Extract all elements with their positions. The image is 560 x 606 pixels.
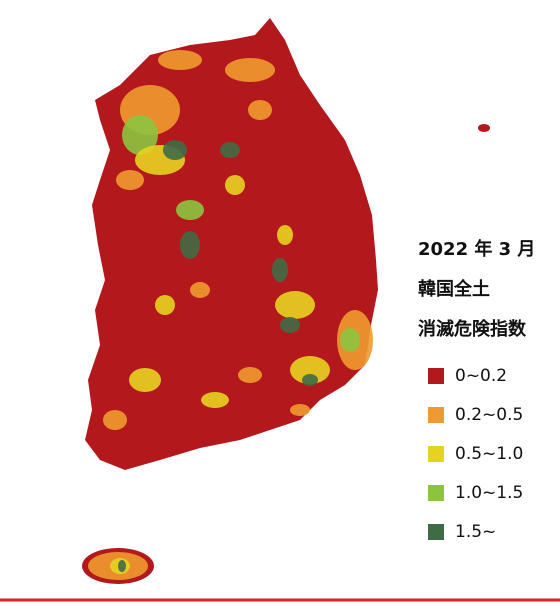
legend-swatch — [428, 407, 444, 423]
region-patch — [176, 200, 204, 220]
legend-swatch — [428, 485, 444, 501]
region-patch — [340, 328, 360, 352]
region-patch — [201, 392, 229, 408]
legend-label: 0.2~0.5 — [455, 405, 523, 425]
legend-swatch — [428, 368, 444, 384]
region-patch — [129, 368, 161, 392]
legend-label: 0~0.2 — [455, 366, 507, 386]
legend-swatch — [428, 524, 444, 540]
region-patch — [116, 170, 144, 190]
region-patch — [277, 225, 293, 245]
region-patch — [190, 282, 210, 298]
islet — [478, 124, 490, 132]
region-patch — [272, 258, 288, 282]
title-line: 韓国全土 — [418, 278, 490, 300]
region-patch — [238, 367, 262, 383]
region-patch — [290, 404, 310, 416]
map-regions — [88, 50, 373, 580]
region-patch — [275, 291, 315, 319]
region-patch — [158, 50, 202, 70]
region-patch — [118, 560, 126, 572]
legend-label: 1.5~ — [455, 522, 496, 542]
legend: 0~0.2 0.2~0.5 0.5~1.0 1.0~1.5 1.5~ — [428, 366, 523, 542]
region-patch — [225, 175, 245, 195]
legend-label: 0.5~1.0 — [455, 444, 523, 464]
region-patch — [280, 317, 300, 333]
region-patch — [302, 374, 318, 386]
region-patch — [220, 142, 240, 158]
legend-label: 1.0~1.5 — [455, 483, 523, 503]
region-patch — [290, 356, 330, 384]
region-patch — [155, 295, 175, 315]
region-patch — [248, 100, 272, 120]
region-patch — [180, 231, 200, 259]
title-line: 消滅危険指数 — [418, 318, 527, 340]
region-patch — [103, 410, 127, 430]
region-patch — [163, 140, 187, 160]
legend-swatch — [428, 446, 444, 462]
region-patch — [225, 58, 275, 82]
title-line: 2022 年 3 月 — [418, 238, 535, 260]
region-patch — [122, 115, 158, 155]
